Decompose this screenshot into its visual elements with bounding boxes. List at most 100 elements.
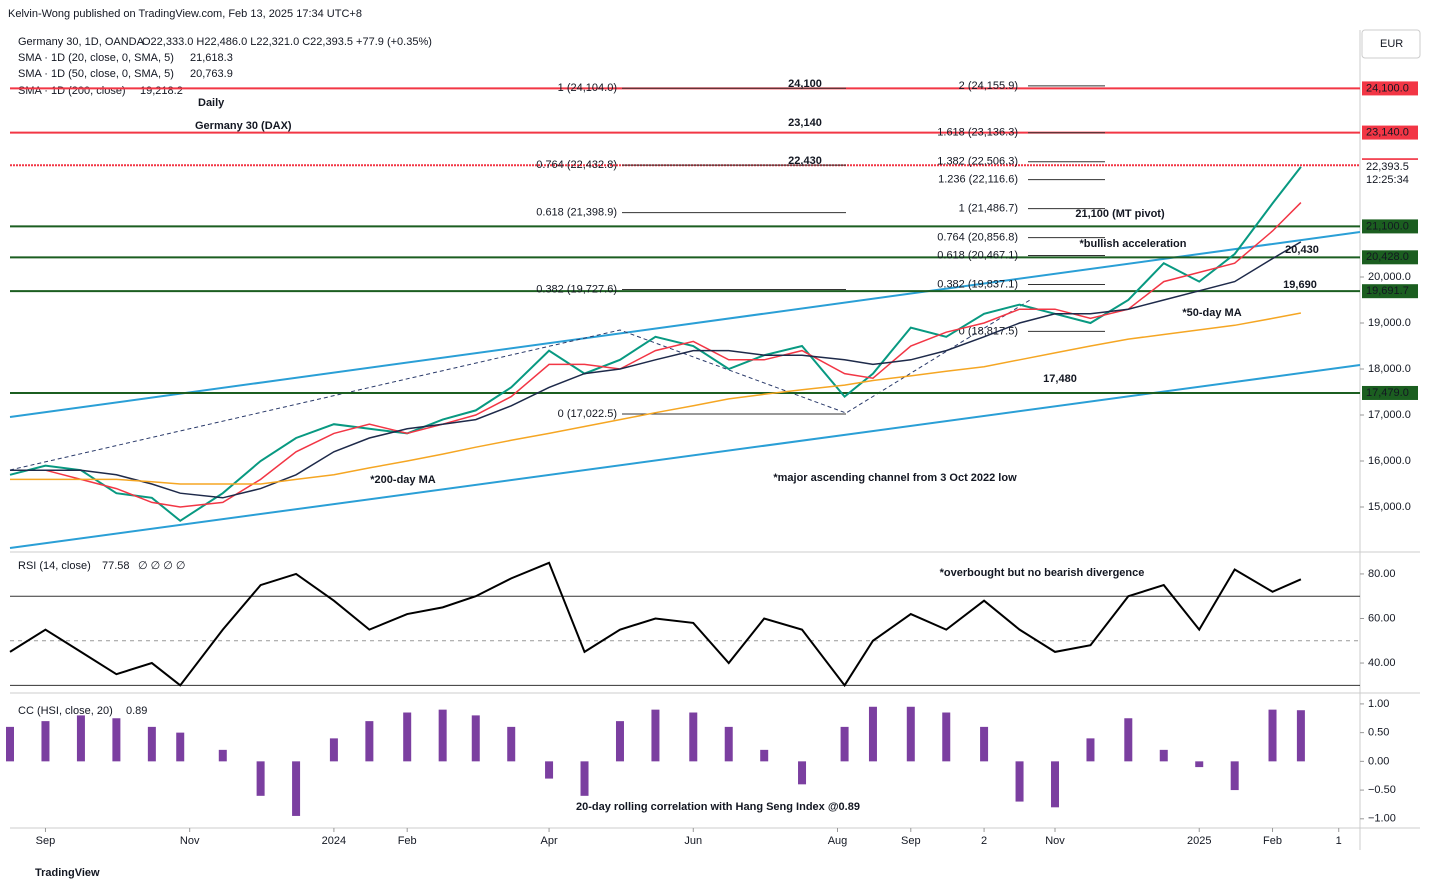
legend-cc: CC (HSI, close, 20)	[18, 705, 113, 717]
level-label: 24,100.0	[1366, 82, 1409, 94]
cc-bar	[580, 761, 589, 796]
y-tick-label: −0.50	[1368, 784, 1396, 796]
annotation: 17,480	[1043, 373, 1077, 385]
annotation: *200-day MA	[370, 474, 435, 486]
channel-upper	[9, 231, 1361, 418]
cc-bar	[438, 709, 447, 762]
cc-bar	[651, 709, 660, 762]
legend-sma: SMA · 1D (200, close)	[18, 85, 126, 97]
series-line	[9, 166, 1302, 523]
y-tick-label: −1.00	[1368, 813, 1396, 825]
currency: EUR	[1380, 38, 1403, 50]
cc-bar	[218, 749, 227, 762]
annotation: 22,430	[788, 155, 822, 167]
y-tick-label: 17,000.0	[1368, 409, 1411, 421]
series-line	[10, 312, 1302, 485]
cc-bar	[1296, 710, 1305, 762]
x-tick-label: Feb	[1263, 835, 1282, 847]
legend-ohlc: O22,333.0 H22,486.0 L22,321.0 C22,393.5 …	[142, 36, 432, 48]
annotation: *bullish acceleration	[1080, 238, 1187, 250]
fib-label: 0.382 (19,837.1)	[937, 278, 1018, 290]
legend-symbol: Germany 30, 1D, OANDA	[18, 36, 145, 48]
annotation: *50-day MA	[1182, 307, 1241, 319]
cc-bar	[329, 738, 338, 762]
fib-label: 0.618 (21,398.9)	[536, 207, 617, 219]
legend-sma-value: 19,218.2	[140, 85, 183, 97]
cc-bar	[1230, 761, 1239, 791]
annotation: *major ascending channel from 3 Oct 2022…	[773, 472, 1017, 484]
y-tick-label: 0.00	[1368, 755, 1389, 767]
x-tick-label: 2025	[1187, 835, 1211, 847]
last-price-tag	[1362, 159, 1418, 188]
cc-bar	[545, 761, 554, 779]
x-tick-label: Jun	[684, 835, 702, 847]
cc-bar	[1086, 738, 1095, 762]
x-tick-label: Apr	[540, 835, 557, 847]
cc-bar	[1124, 718, 1133, 762]
cc-bar	[365, 721, 374, 762]
cc-bar	[980, 726, 989, 762]
annotation: 23,140	[788, 117, 822, 129]
cc-bar	[724, 726, 733, 762]
fib-label: 1 (24,104.0)	[558, 82, 617, 94]
cc-bar	[1268, 709, 1277, 762]
x-tick-label: Nov	[1045, 835, 1065, 847]
annotation: 20,430	[1285, 244, 1319, 256]
x-tick-label: 2024	[322, 835, 346, 847]
x-tick-label: 2	[981, 835, 987, 847]
level-tag	[1362, 385, 1418, 400]
level-tag	[1362, 284, 1418, 299]
annotation: Daily	[198, 97, 225, 109]
level-label: 17,479.0	[1366, 387, 1409, 399]
y-tick-label: 0.50	[1368, 727, 1389, 739]
fib-label: 2 (24,155.9)	[959, 80, 1018, 92]
level-tag	[1362, 219, 1418, 234]
last-price: 22,393.5	[1366, 161, 1409, 173]
level-tag	[1362, 125, 1418, 140]
currency-button[interactable]	[1361, 29, 1421, 59]
y-tick-label: 20,000.0	[1368, 271, 1411, 283]
published: Kelvin-Wong published on TradingView.com…	[8, 8, 362, 20]
x-tick-label: Nov	[180, 835, 200, 847]
y-tick-label: 1.00	[1368, 698, 1389, 710]
fib-label: 0.764 (20,856.8)	[937, 232, 1018, 244]
annotation: *overbought but no bearish divergence	[940, 567, 1145, 579]
cc-bar	[906, 706, 915, 762]
y-tick-label: 19,000.0	[1368, 317, 1411, 329]
legend: Germany 30, 1D, OANDA O22,333.0 H22,486.…	[18, 36, 432, 717]
fib-label: 0.382 (19,727.6)	[536, 283, 617, 295]
cc-bar	[798, 761, 807, 785]
cc-bar	[615, 721, 624, 762]
series-line	[9, 561, 1302, 688]
level-tag	[1362, 81, 1418, 96]
cc-bar	[403, 712, 412, 762]
annotation: Germany 30 (DAX)	[195, 120, 292, 132]
legend-sma: SMA · 1D (50, close, 0, SMA, 5)	[18, 68, 174, 80]
fib-label: 0.764 (22,432.8)	[536, 159, 617, 171]
x-tick-label: Sep	[36, 835, 56, 847]
level-tag	[1362, 250, 1418, 265]
cc-bar	[942, 712, 951, 762]
y-tick-label: 60.00	[1368, 612, 1396, 624]
cc-bar	[1159, 749, 1168, 762]
cc-bar	[471, 715, 480, 762]
level-label: 19,691.7	[1366, 285, 1409, 297]
cc-bar	[76, 715, 85, 762]
annotation: 21,100 (MT pivot)	[1075, 208, 1165, 220]
cc-bar	[689, 712, 698, 762]
annotation: 20-day rolling correlation with Hang Sen…	[576, 801, 860, 813]
cc-bar	[6, 726, 14, 762]
fib-label: 0 (18,817.5)	[959, 325, 1018, 337]
cc-bar	[292, 761, 301, 816]
legend-rsi-extra: ∅ ∅ ∅ ∅	[138, 560, 186, 572]
cc-bar	[760, 749, 769, 762]
cc-bar	[41, 721, 50, 762]
fib-label: 0 (17,022.5)	[558, 408, 617, 420]
x-tick-label: 1	[1336, 835, 1342, 847]
fib-label: 1.618 (23,136.3)	[937, 127, 1018, 139]
fib-label: 1 (21,486.7)	[959, 203, 1018, 215]
cc-bar	[868, 706, 877, 762]
level-label: 20,428.0	[1366, 251, 1409, 263]
